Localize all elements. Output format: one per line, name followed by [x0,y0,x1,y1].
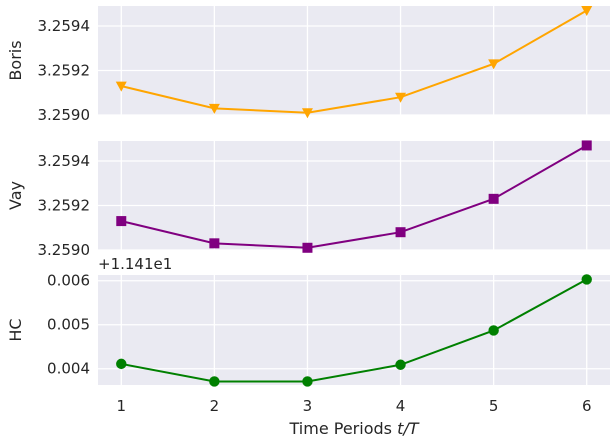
plot-area [98,275,610,385]
y-tick-label: 3.2592 [38,62,91,80]
x-axis-label: Time Periods t/T [289,419,420,438]
y-tick-label: 3.2590 [38,241,91,259]
data-point [581,274,592,285]
data-point [302,376,313,387]
series-line [121,278,588,383]
x-tick-label: 4 [396,397,406,415]
data-point [488,325,499,336]
x-tick-label: 5 [489,397,499,415]
shared-x-axis: Time Periods t/T 1 2 3 4 5 6 [116,397,591,438]
data-point [301,108,313,119]
data-point [115,81,127,92]
series-line [121,144,588,249]
data-point [488,59,500,70]
y-tick-label: 0.005 [47,316,90,334]
x-tick-label: 3 [303,397,313,415]
plot-area [98,6,610,115]
y-tick-label: 0.004 [47,360,90,378]
data-point [581,5,593,16]
data-point [116,358,127,370]
subplot-boris: 3.2590 3.2592 3.2594 Boris [6,5,610,124]
y-axis-label: HC [6,318,25,341]
subplot-vay: 3.2590 3.2592 3.2594 Vay [6,140,610,259]
y-axis-label: Boris [6,40,25,80]
data-point [581,140,592,151]
data-point [395,92,407,103]
plot-area [98,141,610,250]
y-tick-label: 0.006 [47,272,90,290]
data-point [488,193,499,204]
subplot-panels: 3.25903.25923.2594Boris3.25903.25923.259… [6,5,610,387]
data-point [395,227,406,238]
data-point [302,242,313,253]
data-point [209,238,220,249]
x-tick-label: 2 [210,397,220,415]
data-point [395,359,406,370]
y-tick-label: 3.2592 [38,197,91,215]
x-tick-label: 6 [582,397,592,415]
y-tick-label: 3.2590 [38,106,91,124]
x-tick-label: 1 [116,397,126,415]
series-line [121,9,588,114]
y-offset-label: +1.141e1 [98,255,172,273]
y-tick-label: 3.2594 [38,152,91,170]
data-point [209,376,220,387]
y-axis-label: Vay [6,181,25,210]
subplot-hc: 0.004 0.005 0.006 HC +1.141e1 [6,255,610,387]
data-point [208,103,220,114]
data-point [116,216,127,227]
y-tick-label: 3.2594 [38,17,91,35]
